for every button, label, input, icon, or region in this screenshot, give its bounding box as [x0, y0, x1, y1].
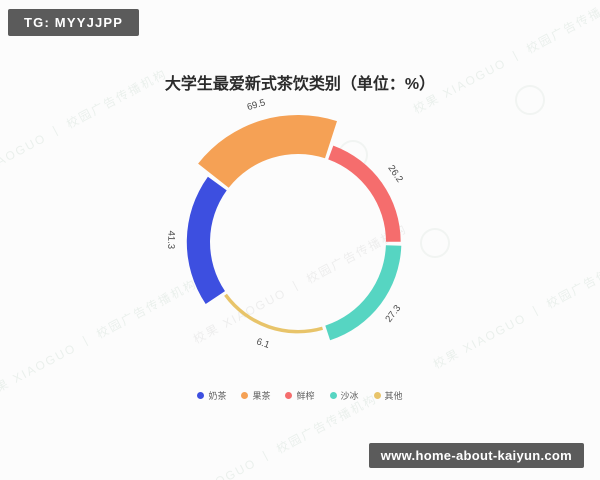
segment-value-label: 69.5: [246, 97, 267, 113]
legend-item-其他[interactable]: 其他: [373, 389, 403, 402]
legend-label: 奶茶: [208, 391, 227, 401]
donut-segment-奶茶[interactable]: [186, 176, 227, 304]
donut-segment-其他[interactable]: [224, 293, 323, 334]
watermark-logo-icon: [420, 228, 450, 258]
legend-item-果茶[interactable]: 果茶: [241, 389, 270, 402]
chart-title: 大学生最爱新式茶饮类别（单位：%）: [164, 76, 436, 93]
donut-segment-沙冰[interactable]: [325, 245, 402, 341]
legend-dot-icon: [285, 392, 293, 399]
chart-legend: 奶茶 果茶 鲜榨 沙冰 其他: [0, 389, 600, 402]
website-badge: www.home-about-kaiyun.com: [368, 443, 584, 468]
donut-segment-鲜榨[interactable]: [328, 145, 401, 242]
watermark-logo-icon: [515, 85, 545, 115]
legend-dot-icon: [197, 392, 205, 399]
segment-value-label: 27.3: [383, 303, 403, 324]
donut-segment-果茶[interactable]: [198, 114, 337, 188]
legend-dot-icon: [241, 392, 249, 399]
legend-label: 其他: [384, 391, 403, 401]
segment-value-label: 26.2: [385, 163, 405, 184]
legend-item-奶茶[interactable]: 奶茶: [197, 389, 226, 402]
legend-dot-icon: [329, 392, 337, 399]
legend-label: 果茶: [252, 391, 271, 401]
telegram-badge: TG: MYYJJPP: [8, 9, 140, 36]
legend-label: 鲜榨: [296, 391, 315, 401]
segment-value-label: 41.3: [165, 230, 176, 249]
legend-item-沙冰[interactable]: 沙冰: [329, 389, 359, 402]
segment-value-label: 6.1: [255, 336, 271, 351]
legend-item-鲜榨[interactable]: 鲜榨: [285, 389, 315, 402]
legend-label: 沙冰: [340, 391, 359, 401]
legend-dot-icon: [373, 392, 381, 399]
